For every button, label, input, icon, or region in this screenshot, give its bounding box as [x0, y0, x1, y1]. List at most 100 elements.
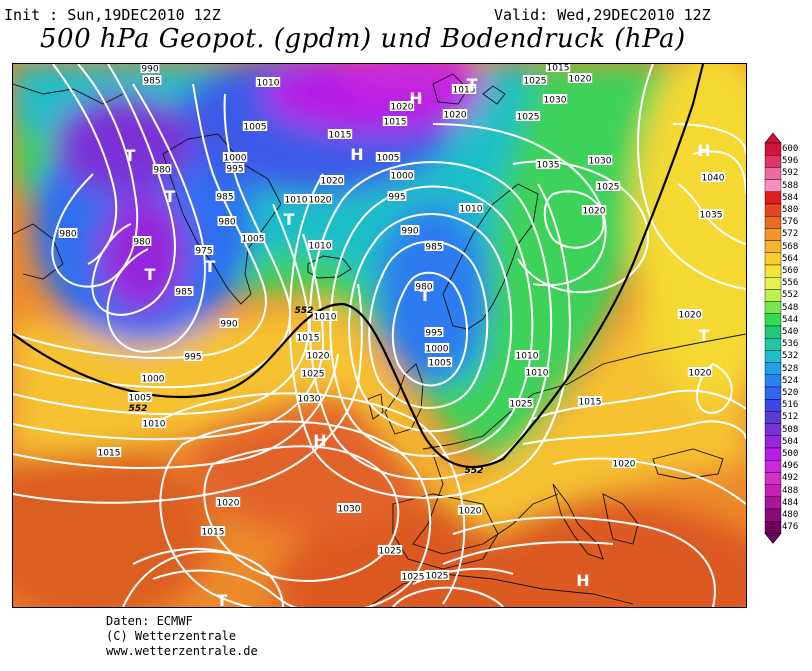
pressure-label: 1010 [314, 313, 337, 323]
credit-copyright: (C) Wetterzentrale [106, 629, 237, 643]
low-pressure-marker: T [217, 591, 228, 607]
color-scale-label: 508 [782, 424, 799, 435]
color-scale-swatch [764, 386, 782, 400]
pressure-label-bg [542, 94, 568, 104]
color-scale-swatch [764, 399, 782, 412]
pressure-label: 1030 [544, 96, 567, 106]
pressure-label-bg [427, 357, 453, 367]
field-violet-top [343, 64, 483, 99]
pressure-label: 1025 [517, 113, 540, 123]
low-pressure-marker: T [145, 265, 156, 284]
pressure-label-bg [215, 497, 241, 507]
pressure-label: 1025 [510, 400, 533, 410]
geopotential-label: 552 [295, 306, 314, 316]
pressure-label: 995 [226, 165, 243, 175]
pressure-label: 1010 [516, 352, 539, 362]
pressure-label: 1030 [338, 505, 361, 515]
color-scale-label: 500 [782, 449, 799, 459]
pressure-label-bg [307, 240, 333, 250]
pressure-label-bg [508, 398, 534, 408]
pressure-label: 1025 [402, 573, 425, 583]
pressure-label: 995 [184, 353, 201, 363]
pressure-label: 1005 [377, 154, 400, 164]
pressure-label: 980 [415, 283, 432, 293]
pressure-label: 1010 [285, 196, 308, 206]
color-scale-swatch [764, 264, 782, 278]
low-pressure-marker: T [467, 75, 478, 94]
pressure-label: 1020 [689, 369, 712, 379]
pressure-label: 1020 [569, 75, 592, 85]
color-scale-label: 596 [782, 156, 799, 167]
color-scale-label: 568 [782, 241, 799, 252]
pressure-label-bg [424, 570, 450, 580]
pressure-label-bg [687, 367, 713, 377]
color-scale-label: 576 [782, 217, 799, 228]
color-scale-label: 520 [782, 388, 799, 398]
color-scale-label: 588 [782, 180, 799, 191]
color-scale-label: 560 [782, 266, 799, 276]
pressure-label-bg [127, 392, 153, 402]
pressure-label-bg [140, 373, 166, 383]
pressure-label: 1010 [460, 205, 483, 215]
color-scale-swatch [764, 411, 782, 424]
pressure-label-bg [382, 116, 408, 126]
color-scale-swatch [764, 508, 782, 522]
color-scale-label: 580 [782, 205, 799, 215]
pressure-label-bg [700, 172, 726, 182]
pressure-label-bg [595, 181, 621, 191]
pressure-label-bg [222, 152, 248, 162]
high-pressure-marker: H [313, 431, 326, 450]
pressure-label-bg [152, 164, 172, 174]
pressure-label-bg [515, 111, 541, 121]
pressure-label: 975 [195, 247, 212, 257]
pressure-label-bg [377, 545, 403, 555]
low-pressure-marker: T [420, 286, 431, 305]
pressure-label-bg [142, 75, 162, 85]
color-scale-swatch [764, 374, 782, 388]
color-scale-bottom-cap [764, 533, 782, 544]
color-scale-swatch [764, 362, 782, 376]
color-scale-label: 528 [782, 363, 799, 374]
pressure-label-bg [225, 163, 245, 173]
pressure-label: 980 [153, 166, 170, 176]
pressure-label-bg [581, 205, 607, 215]
pressure-label-bg [457, 505, 483, 515]
pressure-label: 980 [133, 238, 150, 248]
color-scale-label: 492 [782, 473, 799, 484]
color-scale-label: 552 [782, 290, 799, 301]
pressure-label: 1015 [384, 118, 407, 128]
pressure-label: 1020 [321, 177, 344, 187]
pressure-label-bg [215, 191, 235, 201]
color-scale-label: 564 [782, 253, 799, 264]
color-scale-label: 480 [782, 510, 799, 520]
pressure-label: 1005 [129, 394, 152, 404]
pressure-label-bg [424, 241, 444, 251]
color-scale-label: 496 [782, 461, 799, 472]
high-pressure-marker: H [576, 571, 589, 590]
pressure-label-bg [319, 175, 345, 185]
pressure-label: 1030 [298, 395, 321, 405]
pressure-label: 1020 [391, 103, 414, 113]
pressure-label-bg [336, 503, 362, 513]
pressure-label: 1020 [309, 196, 332, 206]
pressure-label: 1020 [217, 499, 240, 509]
pressure-label: 1035 [537, 161, 560, 171]
color-scale-label: 532 [782, 351, 799, 362]
color-scale [764, 132, 782, 544]
high-pressure-marker: H [350, 145, 363, 164]
color-scale-swatch [764, 472, 782, 485]
valid-time: Valid: Wed,29DEC2010 12Z [494, 6, 711, 24]
color-scale-label: 512 [782, 412, 799, 423]
pressure-label: 1020 [307, 352, 330, 362]
pressure-label: 985 [216, 193, 233, 203]
pressure-label: 1020 [613, 460, 636, 470]
pressure-label-bg [219, 318, 239, 328]
pressure-label: 1025 [524, 77, 547, 87]
pressure-label: 1005 [244, 123, 267, 133]
pressure-label-bg [327, 129, 353, 139]
color-scale-swatch [764, 447, 782, 461]
pressure-label-bg [174, 286, 194, 296]
color-scale-label: 556 [782, 278, 799, 289]
pressure-label-bg [545, 64, 571, 72]
pressure-label: 1015 [453, 86, 476, 96]
